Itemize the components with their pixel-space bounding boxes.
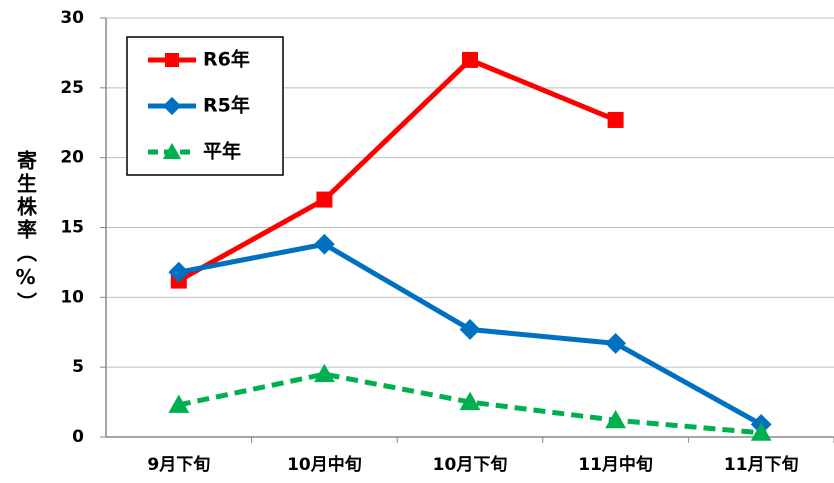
legend-marker	[162, 142, 182, 159]
y-tick-label: 5	[72, 357, 84, 377]
data-point	[314, 233, 335, 255]
y-tick-label: 30	[60, 8, 84, 28]
x-tick-label: 10月中旬	[287, 454, 362, 475]
y-tick-label: 15	[60, 218, 84, 238]
legend-label: 平年	[203, 140, 241, 163]
y-tick-label: 10	[60, 287, 84, 307]
data-point	[462, 51, 478, 68]
data-point	[168, 394, 190, 413]
x-tick-label: 9月下旬	[147, 454, 210, 475]
data-point	[459, 391, 481, 411]
y-axis-label: 寄生株率（%）	[14, 149, 38, 315]
data-point	[605, 409, 626, 429]
data-point	[750, 422, 772, 441]
y-tick-label: 0	[72, 427, 84, 447]
data-point	[605, 333, 626, 354]
series-line	[177, 57, 617, 283]
series-line	[178, 371, 762, 436]
x-tick-label: 11月中旬	[578, 454, 653, 475]
data-point	[314, 363, 335, 383]
data-point	[459, 319, 481, 340]
legend-marker	[162, 96, 182, 116]
x-tick-label: 11月下旬	[724, 454, 799, 475]
y-tick-label: 25	[60, 78, 84, 98]
legend-label: R6年	[203, 48, 250, 71]
x-tick-label: 10月下旬	[433, 454, 508, 475]
y-tick-label: 20	[60, 148, 84, 168]
data-point	[316, 191, 333, 208]
data-point	[168, 261, 190, 283]
legend-marker	[165, 53, 179, 67]
data-point	[607, 111, 624, 128]
legend-label: R5年	[203, 94, 250, 117]
